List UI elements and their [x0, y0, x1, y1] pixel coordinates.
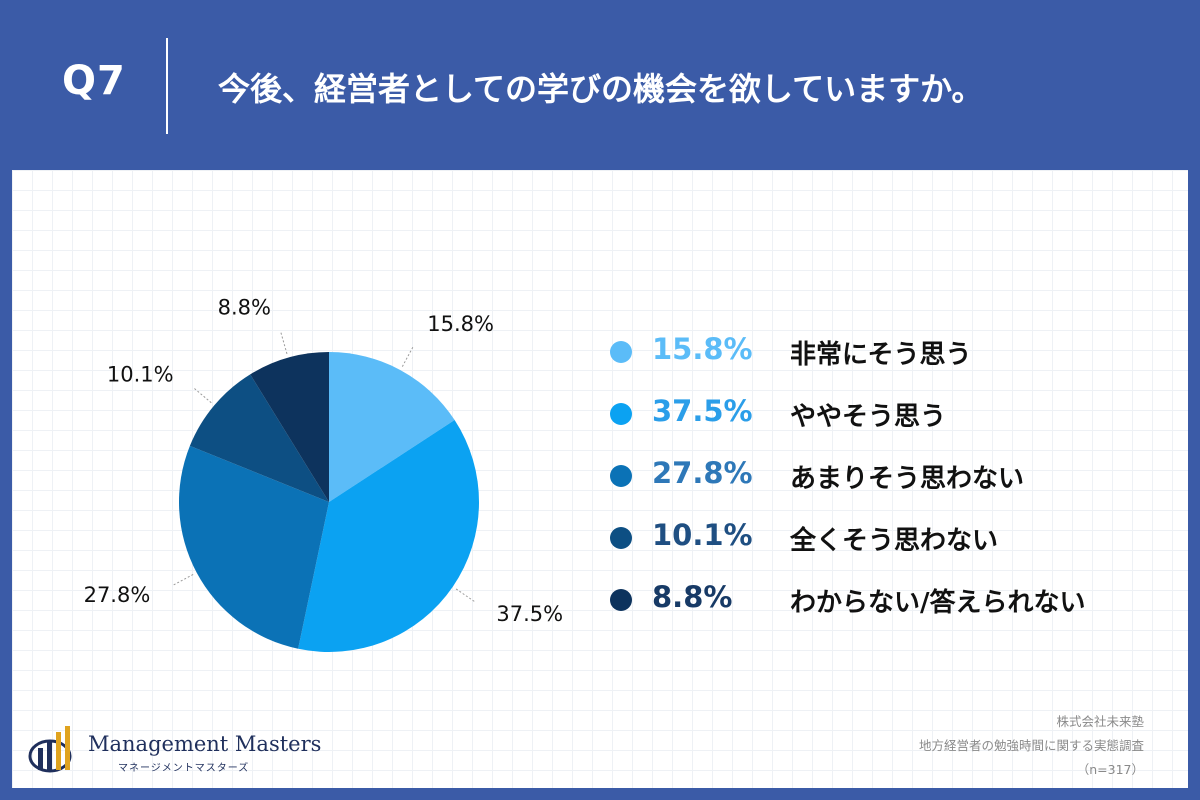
pie-label-2: 27.8% — [84, 583, 151, 607]
legend-pct-3: 10.1% — [652, 518, 753, 552]
pie-leader-1 — [455, 588, 475, 602]
pie-slices — [179, 352, 479, 652]
question-title: 今後、経営者としての学びの機会を欲していますか。 — [218, 70, 984, 108]
legend-pct-4: 8.8% — [652, 580, 733, 614]
legend-label-4: わからない/答えられない — [790, 588, 1086, 618]
pie-leader-4 — [280, 332, 288, 354]
pie-label-0: 15.8% — [427, 312, 494, 336]
legend-label-2: あまりそう思わない — [790, 464, 1025, 494]
pie-slice-3 — [189, 374, 329, 502]
legend-dot-2 — [610, 465, 632, 487]
source-line-3: （n=317） — [1076, 762, 1144, 777]
source-note: 株式会社未来塾 地方経営者の勉強時間に関する実態調査 （n=317） — [919, 710, 1144, 782]
legend-dot-3 — [610, 527, 632, 549]
pie-slice-4 — [250, 352, 329, 502]
header: Q7 今後、経営者としての学びの機会を欲していますか。 — [0, 0, 1200, 170]
legend-dot-4 — [610, 589, 632, 611]
source-line-1: 株式会社未来塾 — [1056, 714, 1144, 729]
logo-name: Management Masters — [88, 732, 322, 756]
legend-pct-0: 15.8% — [652, 332, 753, 366]
pie-leader-3 — [194, 388, 212, 404]
legend-label-0: 非常にそう思う — [790, 340, 972, 370]
pie-leader-0 — [401, 347, 414, 367]
legend-pct-2: 27.8% — [652, 456, 753, 490]
pie-slice-1 — [298, 420, 479, 652]
pie-slice-0 — [329, 352, 455, 502]
pie-label-3: 10.1% — [107, 362, 174, 386]
legend-label-1: ややそう思う — [790, 402, 947, 432]
company-logo: Management Masters マネージメントマスターズ — [26, 722, 326, 782]
pie-label-1: 37.5% — [496, 602, 563, 626]
legend-dot-1 — [610, 403, 632, 425]
logo-mark-icon — [28, 726, 72, 773]
pie-slice-2 — [179, 445, 329, 649]
legend-pct-1: 37.5% — [652, 394, 753, 428]
logo-subtitle: マネージメントマスターズ — [118, 763, 250, 774]
legend-dot-0 — [610, 341, 632, 363]
header-divider — [166, 38, 168, 134]
question-number: Q7 — [62, 58, 126, 104]
source-line-2: 地方経営者の勉強時間に関する実態調査 — [918, 738, 1144, 753]
pie-label-4: 8.8% — [218, 296, 271, 320]
legend-label-3: 全くそう思わない — [790, 526, 999, 556]
pie-labels: 15.8% 37.5% 27.8% 10.1% 8.8% — [84, 296, 564, 626]
pie-leader-2 — [173, 574, 194, 586]
